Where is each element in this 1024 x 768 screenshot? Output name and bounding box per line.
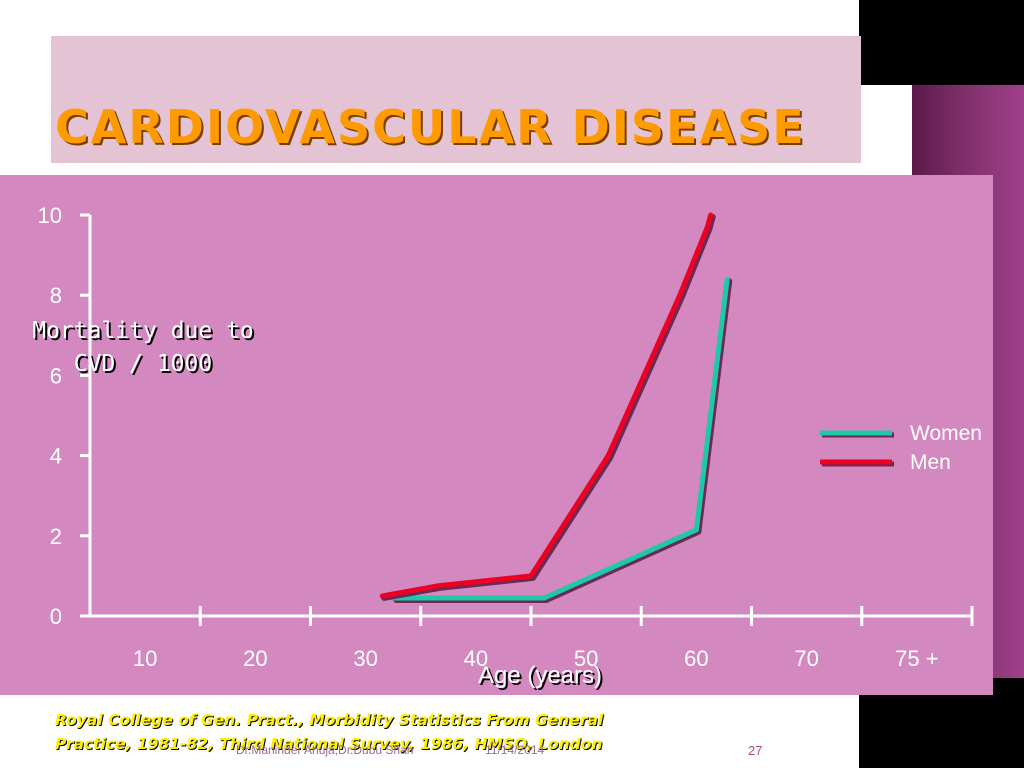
series-shadow xyxy=(381,214,716,601)
legend-label-men: Men xyxy=(910,451,951,474)
slide-title: CARDIOVASCULAR DISEASE xyxy=(55,100,806,154)
page-number: 27 xyxy=(748,743,763,758)
y-tick-label: 6 xyxy=(50,363,62,388)
y-axis-label-line2: CVD / 1000 xyxy=(73,351,213,377)
x-tick-label: 10 xyxy=(133,646,157,671)
series-line-men xyxy=(379,212,714,599)
x-axis-label: Age (years) xyxy=(477,662,603,689)
footer-date: 11/14/2014 xyxy=(485,743,545,757)
series-line-women xyxy=(391,276,730,601)
x-tick-label: 50 xyxy=(574,646,598,671)
x-tick-label: 70 xyxy=(794,646,818,671)
line-chart: 0 2 4 6 8 10 10 20 30 40 50 60 70 75 + Women Men xyxy=(38,203,982,671)
legend-label-women: Women xyxy=(910,422,982,445)
citation-line-2: Practice, 1981-82, Third National Survey… xyxy=(55,735,603,753)
y-axis-label-line1: Mortality due to xyxy=(32,318,254,344)
title-band xyxy=(51,36,861,163)
series-shadow xyxy=(393,278,733,603)
citation: Royal College of Gen. Pract., Morbidity … xyxy=(55,708,603,756)
y-tick-label: 10 xyxy=(38,203,62,228)
y-tick-label: 0 xyxy=(50,604,62,629)
x-tick-label: 40 xyxy=(464,646,488,671)
y-tick-label: 4 xyxy=(50,444,62,469)
y-axis-label: Mortality due to CVD / 1000 xyxy=(18,315,268,381)
citation-line-1: Royal College of Gen. Pract., Morbidity … xyxy=(55,711,604,729)
x-tick-label: 75 + xyxy=(895,646,938,671)
x-tick-label: 30 xyxy=(353,646,377,671)
black-corner-top xyxy=(859,0,1024,85)
x-tick-label: 60 xyxy=(684,646,708,671)
x-tick-label: 20 xyxy=(243,646,267,671)
y-tick-label: 8 xyxy=(50,283,62,308)
footer-author: Dr.Maninder Ahuja,Dr.Dubu Shah xyxy=(236,743,414,757)
y-tick-label: 2 xyxy=(50,524,62,549)
